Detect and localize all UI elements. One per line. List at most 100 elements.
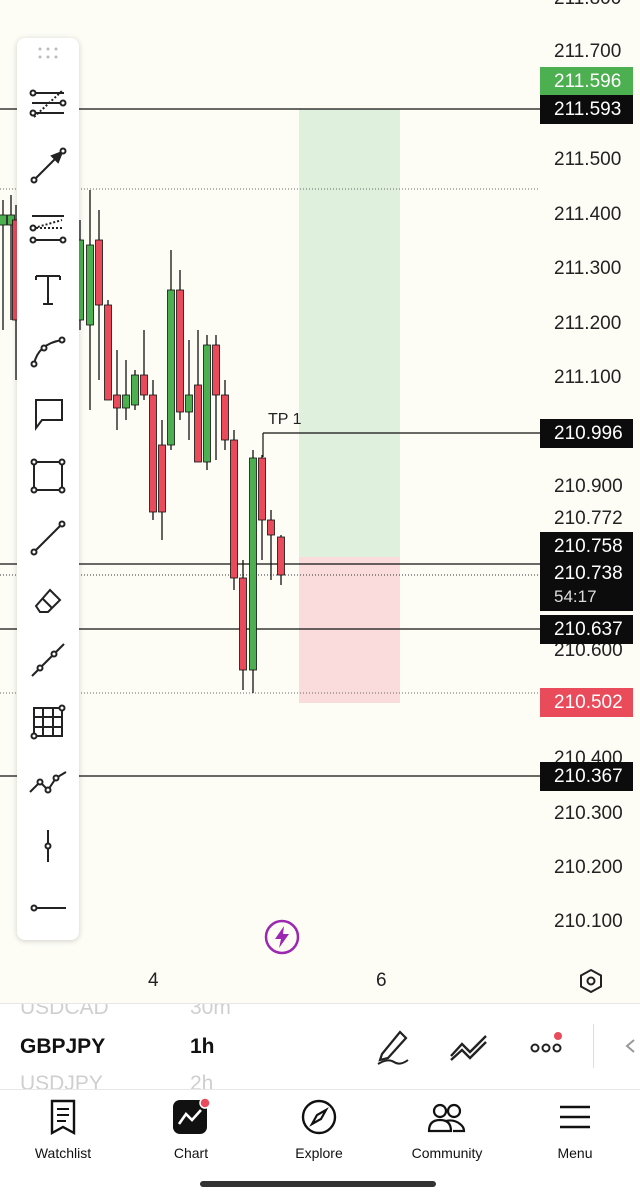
tp1-tag[interactable]: 210.996: [540, 419, 633, 448]
price-label: 210.600: [554, 640, 623, 661]
symbol-item[interactable]: USDCAD: [20, 1003, 109, 1019]
candles[interactable]: [0, 190, 285, 693]
eraser-icon[interactable]: [24, 576, 72, 624]
more-options-icon[interactable]: [528, 1030, 568, 1060]
nav-label: Explore: [295, 1145, 343, 1161]
candle-body[interactable]: [212, 344, 220, 396]
price-label: 210.200: [554, 857, 623, 878]
path-icon[interactable]: [24, 760, 72, 808]
drag-handle-icon[interactable]: [38, 46, 58, 60]
candle-body[interactable]: [86, 244, 94, 326]
current-price-value: 210.738: [554, 563, 623, 584]
chart-icon: [173, 1097, 211, 1134]
price-label: 211.700: [554, 41, 622, 62]
entry-tag[interactable]: 210.758: [540, 532, 633, 561]
candle-body[interactable]: [0, 214, 7, 226]
line-a-tag[interactable]: 210.637: [540, 615, 633, 644]
compass-icon: [301, 1099, 337, 1135]
candle-body[interactable]: [221, 394, 229, 441]
line-b-tag[interactable]: 210.367: [540, 762, 633, 791]
price-label: 210.900: [554, 476, 623, 497]
price-label: 211.400: [554, 204, 622, 225]
time-axis[interactable]: 4 6: [0, 960, 640, 1000]
tp1-label: TP 1: [268, 411, 302, 428]
candle-countdown: 54:17: [554, 587, 597, 606]
trend-line-icon[interactable]: [24, 514, 72, 562]
vertical-line-icon[interactable]: [24, 822, 72, 870]
callout-icon[interactable]: [24, 390, 72, 438]
fibonacci-icon[interactable]: [24, 81, 72, 129]
candle-body[interactable]: [167, 289, 175, 446]
symbol-item[interactable]: USDJPY: [20, 1072, 103, 1090]
lightning-icon[interactable]: [264, 919, 300, 955]
symbol-selector-bar[interactable]: USDCAD 30m GBPJPY 1h USDJPY 2h: [0, 1003, 640, 1090]
community-icon: [427, 1103, 466, 1133]
price-label: 211.500: [554, 149, 622, 170]
nav-label: Chart: [173, 1145, 209, 1161]
indicators-icon[interactable]: [448, 1030, 490, 1062]
candle-body[interactable]: [140, 374, 148, 396]
current-symbol[interactable]: GBPJPY: [20, 1035, 106, 1058]
home-indicator[interactable]: [200, 1181, 436, 1187]
candle-body[interactable]: [122, 394, 130, 409]
candle-body[interactable]: [149, 394, 157, 513]
text-icon[interactable]: [24, 266, 72, 314]
horizontal-ray-icon[interactable]: [24, 884, 72, 932]
chart-area[interactable]: 211.800 211.700 211.500 211.400 211.300 …: [0, 0, 640, 1003]
time-label: 4: [148, 970, 159, 991]
candle-body[interactable]: [230, 439, 238, 579]
candle-body[interactable]: [258, 457, 266, 521]
current-timeframe[interactable]: 1h: [190, 1035, 215, 1058]
watchlist-icon: [50, 1099, 76, 1136]
nav-label: Watchlist: [34, 1145, 92, 1161]
price-label: 211.200: [554, 313, 622, 334]
stop-tag[interactable]: 210.502: [540, 688, 633, 717]
candle-body[interactable]: [267, 519, 275, 536]
nav-chart[interactable]: Chart: [136, 1097, 246, 1161]
timeframe-item[interactable]: 30m: [190, 1003, 231, 1019]
candle-body[interactable]: [158, 444, 166, 513]
price-label: 211.800: [554, 0, 621, 10]
price-label: 210.772: [554, 508, 623, 529]
nav-label: Menu: [557, 1145, 593, 1161]
rectangle-icon[interactable]: [24, 452, 72, 500]
nav-explore[interactable]: Explore: [264, 1098, 374, 1161]
profit-zone[interactable]: [299, 109, 400, 557]
price-label: 210.100: [554, 911, 623, 932]
drawing-toolbar: [17, 38, 79, 940]
parallel-channel-icon[interactable]: [24, 204, 72, 252]
tp-line-tag[interactable]: 211.593: [540, 95, 633, 124]
price-label: 211.100: [554, 367, 622, 388]
nav-community[interactable]: Community: [392, 1098, 502, 1161]
candle-body[interactable]: [249, 457, 257, 671]
divider: [593, 1024, 594, 1068]
candle-body[interactable]: [113, 394, 121, 409]
pencil-icon[interactable]: [374, 1026, 410, 1066]
candle-body[interactable]: [104, 304, 112, 401]
nav-menu[interactable]: Menu: [520, 1098, 630, 1161]
candle-body[interactable]: [194, 384, 202, 463]
price-label: 210.300: [554, 803, 623, 824]
current-price-tag: 210.738 54:17: [540, 561, 633, 611]
settings-hexagon-icon[interactable]: [578, 968, 604, 994]
chevron-left-icon[interactable]: [622, 1038, 638, 1054]
timeframe-item[interactable]: 2h: [190, 1072, 214, 1090]
candle-body[interactable]: [277, 536, 285, 576]
candle-body[interactable]: [203, 344, 211, 463]
arrow-icon[interactable]: [24, 142, 72, 190]
candle-body[interactable]: [185, 394, 193, 413]
price-label: 211.300: [554, 258, 622, 279]
nav-watchlist[interactable]: Watchlist: [8, 1098, 118, 1161]
candle-body[interactable]: [176, 289, 184, 413]
time-label: 6: [376, 970, 387, 991]
nav-label: Community: [411, 1145, 483, 1161]
candle-body[interactable]: [131, 374, 139, 406]
candle-body[interactable]: [239, 577, 247, 671]
curve-icon[interactable]: [24, 328, 72, 376]
grid-icon[interactable]: [24, 698, 72, 746]
chart-canvas[interactable]: [0, 0, 640, 1003]
ray-icon[interactable]: [24, 636, 72, 684]
hamburger-menu-icon: [560, 1105, 590, 1129]
candle-body[interactable]: [95, 239, 103, 306]
loss-zone[interactable]: [299, 557, 400, 703]
